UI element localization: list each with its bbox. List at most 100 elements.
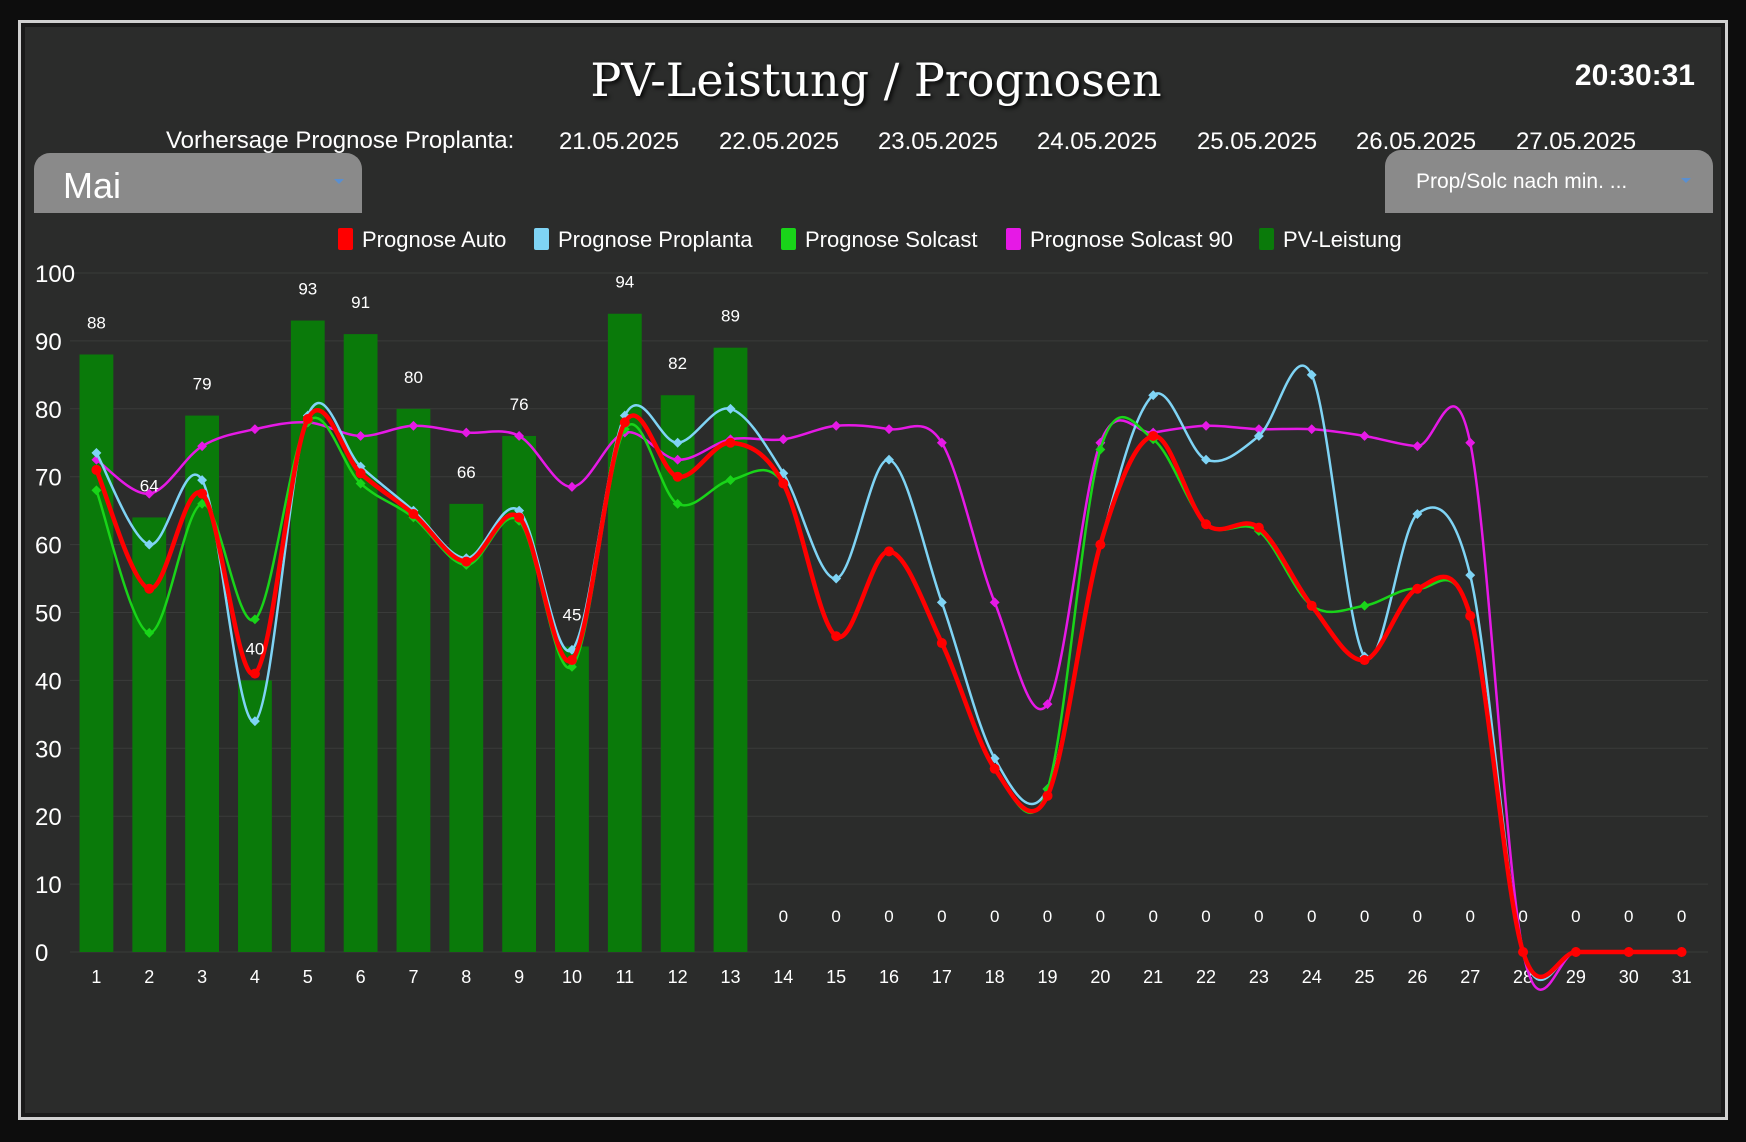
bar-value-label: 0 bbox=[990, 907, 999, 926]
forecast-date: 22.05.2025 bbox=[718, 128, 840, 155]
data-point bbox=[1623, 947, 1634, 957]
series-line bbox=[95, 405, 1682, 991]
bar-value-label: 0 bbox=[779, 907, 788, 926]
month-select[interactable]: Mai bbox=[34, 153, 362, 213]
legend-label: Prognose Solcast bbox=[805, 227, 977, 252]
pv-bars bbox=[79, 313, 748, 953]
data-point bbox=[672, 471, 683, 482]
pv-bar bbox=[79, 354, 114, 953]
bar-value-label: 0 bbox=[1307, 907, 1316, 926]
bar-value-label: 0 bbox=[1201, 907, 1210, 926]
data-point bbox=[302, 413, 313, 424]
data-point bbox=[461, 556, 472, 567]
bar-value-label: 0 bbox=[1571, 907, 1580, 926]
data-point bbox=[725, 475, 736, 486]
data-point bbox=[1306, 600, 1317, 611]
bar-value-label: 0 bbox=[1096, 907, 1105, 926]
bar-value-label: 40 bbox=[245, 639, 264, 658]
clock: 20:30:31 bbox=[1574, 59, 1695, 92]
data-point bbox=[1465, 610, 1476, 621]
data-point bbox=[144, 627, 155, 638]
y-tick-label: 40 bbox=[35, 668, 62, 695]
x-tick-label: 11 bbox=[615, 967, 634, 987]
data-point bbox=[1306, 424, 1317, 435]
bar-value-label: 94 bbox=[615, 273, 634, 292]
y-tick-label: 70 bbox=[35, 465, 62, 492]
data-point bbox=[249, 716, 260, 727]
bar-value-label: 66 bbox=[457, 463, 476, 482]
y-tick-label: 90 bbox=[35, 329, 62, 356]
forecast-lines bbox=[91, 364, 1687, 991]
bar-value-label: 0 bbox=[1043, 907, 1052, 926]
forecast-date: 25.05.2025 bbox=[1196, 128, 1318, 155]
data-point bbox=[1359, 655, 1370, 666]
pv-bar bbox=[449, 503, 484, 952]
data-point bbox=[831, 573, 842, 584]
x-tick-label: 9 bbox=[514, 967, 524, 987]
data-point bbox=[1518, 947, 1529, 957]
y-axis: 0 10 20 30 40 50 60 70 80 90 100 bbox=[35, 261, 75, 967]
bar-value-label: 82 bbox=[668, 354, 687, 373]
chart-grid bbox=[70, 272, 1708, 953]
data-point bbox=[144, 583, 155, 594]
x-tick-label: 22 bbox=[1196, 967, 1216, 987]
data-point bbox=[1412, 509, 1423, 519]
y-tick-label: 0 bbox=[35, 940, 48, 967]
bar-value-label: 0 bbox=[1148, 907, 1157, 926]
data-point bbox=[1201, 454, 1211, 465]
legend-swatch bbox=[781, 228, 796, 250]
data-point bbox=[249, 614, 260, 625]
bar-value-label: 0 bbox=[1254, 907, 1263, 926]
bar-value-labels: 88 64 79 40 93 91 80 66 76 45 94 82 89 0 0 0 0 0 0 0 0 0 0 0 0 0 0… bbox=[87, 273, 1686, 926]
data-point bbox=[514, 431, 525, 441]
bar-value-label: 64 bbox=[140, 476, 159, 495]
data-point bbox=[1042, 699, 1053, 710]
series-line bbox=[95, 415, 1682, 979]
x-tick-label: 6 bbox=[356, 967, 366, 987]
data-point bbox=[884, 546, 894, 557]
data-point bbox=[1676, 947, 1687, 957]
data-point bbox=[567, 481, 577, 492]
data-point bbox=[936, 597, 947, 608]
data-point bbox=[197, 488, 208, 499]
data-point bbox=[884, 454, 894, 465]
bar-value-label: 0 bbox=[1624, 907, 1633, 926]
x-tick-label: 24 bbox=[1302, 967, 1322, 987]
y-tick-label: 80 bbox=[35, 397, 62, 424]
x-tick-label: 16 bbox=[879, 967, 899, 987]
bar-value-label: 0 bbox=[1677, 907, 1686, 926]
mode-select-value: Prop/Solc nach min. ... bbox=[1416, 170, 1628, 193]
x-tick-label: 19 bbox=[1038, 967, 1058, 987]
forecast-date: 24.05.2025 bbox=[1036, 128, 1158, 155]
legend-label: Prognose Proplanta bbox=[558, 227, 753, 252]
data-point bbox=[249, 668, 260, 679]
x-tick-label: 27 bbox=[1460, 967, 1480, 987]
data-point bbox=[884, 424, 894, 435]
y-tick-label: 20 bbox=[35, 804, 62, 831]
data-point bbox=[1570, 947, 1581, 957]
data-point bbox=[989, 597, 1000, 608]
data-point bbox=[936, 638, 947, 649]
data-point bbox=[91, 464, 102, 475]
data-point bbox=[355, 468, 366, 479]
data-point bbox=[831, 420, 842, 431]
data-point bbox=[197, 441, 208, 452]
data-point bbox=[1359, 600, 1370, 611]
y-tick-label: 50 bbox=[35, 601, 62, 628]
mode-select[interactable]: Prop/Solc nach min. ... bbox=[1385, 150, 1713, 213]
x-tick-label: 31 bbox=[1672, 967, 1692, 987]
data-point bbox=[1042, 790, 1053, 801]
x-tick-label: 2 bbox=[144, 967, 154, 987]
x-tick-label: 4 bbox=[250, 967, 260, 987]
x-tick-label: 23 bbox=[1249, 967, 1269, 987]
page-title: PV-Leistung / Prognosen bbox=[590, 53, 1162, 107]
x-tick-label: 29 bbox=[1566, 967, 1586, 987]
data-point bbox=[566, 655, 577, 666]
data-point bbox=[725, 403, 736, 414]
data-point bbox=[672, 437, 683, 448]
bar-value-label: 79 bbox=[193, 375, 212, 394]
x-axis: 1 2 3 4 5 6 7 8 9 10 11 12 13 14 15 16 17 18 19 20 21 22 23 24 2… bbox=[91, 967, 1691, 987]
data-point bbox=[1148, 430, 1159, 441]
bar-value-label: 0 bbox=[884, 907, 893, 926]
